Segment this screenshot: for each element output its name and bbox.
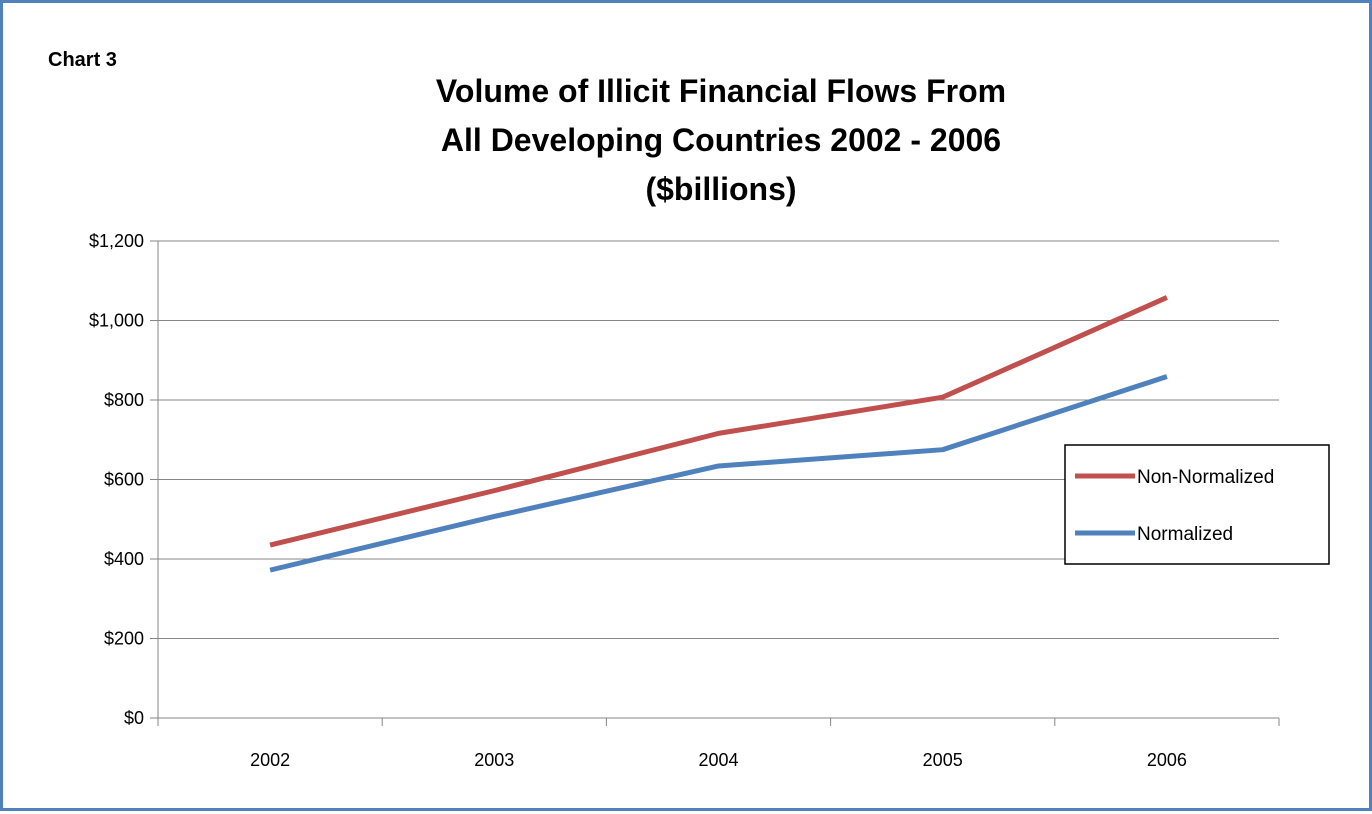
chart-title-line-1: Volume of Illicit Financial Flows From: [436, 73, 1006, 109]
y-tick-label: $800: [104, 390, 144, 410]
legend-label-normalized: Normalized: [1137, 524, 1233, 545]
legend: Non-Normalized Normalized: [1064, 444, 1330, 565]
x-tick-label: 2003: [474, 750, 514, 770]
line-chart: Chart 3 Volume of Illicit Financial Flow…: [48, 49, 1330, 770]
y-tick-label: $0: [124, 708, 144, 728]
gridlines: [158, 240, 1279, 639]
y-tick-label: $1,200: [89, 231, 144, 251]
y-tick-label: $200: [104, 629, 144, 649]
x-tick-label: 2005: [923, 750, 963, 770]
x-axis-tick-labels: 2002 2003 2004 2005 2006: [250, 750, 1187, 770]
x-tick-label: 2006: [1147, 750, 1187, 770]
chart-title-line-2: All Developing Countries 2002 - 2006: [441, 122, 1001, 158]
chart-title-line-3: ($billions): [645, 171, 796, 207]
series-line-non-normalized: [269, 295, 1168, 548]
legend-label-non-normalized: Non-Normalized: [1137, 467, 1274, 488]
y-tick-label: $600: [104, 470, 144, 490]
y-tick-label: $1,000: [89, 311, 144, 331]
legend-box: [1064, 444, 1330, 565]
y-tick-label: $400: [104, 549, 144, 569]
axes: [150, 240, 1280, 726]
chart-label: Chart 3: [48, 49, 117, 71]
x-tick-label: 2004: [698, 750, 738, 770]
y-axis-tick-labels: $0 $200 $400 $600 $800 $1,000 $1,200: [89, 231, 144, 728]
x-tick-label: 2002: [250, 750, 290, 770]
series-lines: [269, 295, 1168, 573]
series-line-normalized: [269, 374, 1168, 573]
